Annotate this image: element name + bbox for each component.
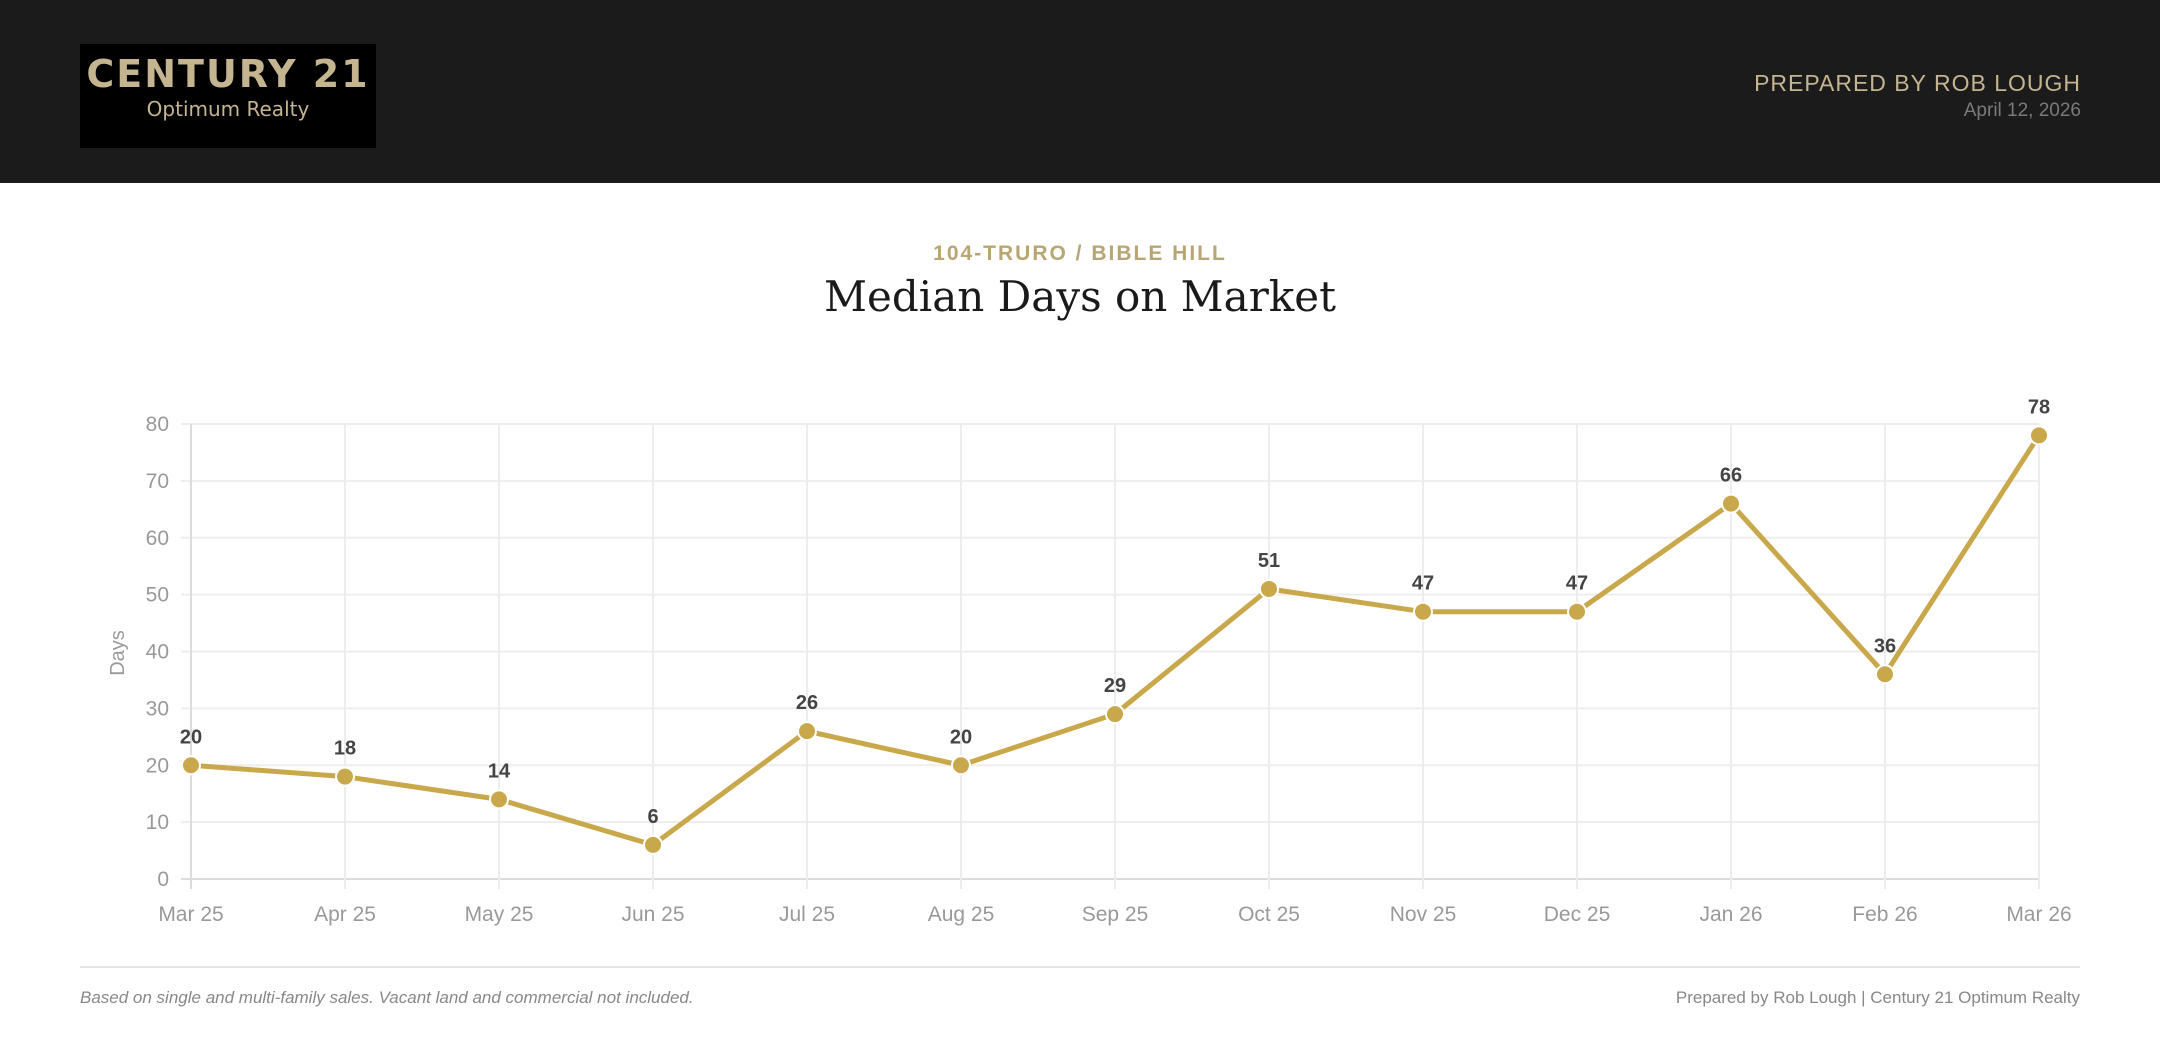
x-tick-label: Jun 25: [621, 903, 684, 926]
prepared-by: PREPARED BY ROB LOUGH: [1754, 70, 2081, 96]
footer-divider: [80, 966, 2080, 968]
x-tick-label: Nov 25: [1390, 903, 1457, 926]
y-tick-label: 0: [157, 868, 169, 891]
data-point: [797, 721, 817, 742]
data-point: [2029, 425, 2049, 446]
data-point: [1413, 601, 1433, 622]
data-point: [489, 789, 509, 810]
x-tick-label: Feb 26: [1852, 903, 1917, 926]
data-label: 36: [1874, 635, 1896, 657]
x-tick-label: Mar 26: [2006, 903, 2071, 926]
y-tick-label: 70: [146, 470, 169, 493]
data-point: [335, 766, 355, 787]
logo-subtitle: Optimum Realty: [146, 97, 310, 121]
data-point: [951, 755, 971, 776]
x-tick-label: Apr 25: [314, 903, 376, 926]
data-label: 6: [647, 806, 658, 828]
data-label: 26: [796, 692, 818, 714]
x-tick-label: Dec 25: [1544, 903, 1611, 926]
century21-logo: CENTURY 21 Optimum Realty: [80, 44, 376, 148]
data-label: 14: [488, 760, 511, 782]
footer-note: Based on single and multi-family sales. …: [80, 988, 694, 1007]
data-label: 78: [2028, 396, 2050, 418]
x-tick-label: Jan 26: [1699, 903, 1762, 926]
x-tick-label: Aug 25: [928, 903, 995, 926]
data-label: 51: [1258, 550, 1280, 572]
y-tick-label: 20: [146, 754, 169, 777]
data-label: 20: [950, 726, 972, 748]
line-chart: 0 10 20 30 40 50 60 70 80 Mar 25 Apr 25 May 25 Jun 2…: [107, 396, 2072, 926]
data-point: [1105, 704, 1125, 725]
footer-credit: Prepared by Rob Lough | Century 21 Optim…: [1675, 988, 2080, 1007]
report-date: April 12, 2026: [1963, 100, 2081, 121]
x-tick-label: Jul 25: [779, 903, 835, 926]
x-tick-label: Oct 25: [1238, 903, 1300, 926]
header-bar: CENTURY 21 Optimum Realty PREPARED BY RO…: [0, 0, 2160, 183]
y-tick-label: 30: [146, 697, 169, 720]
y-tick-label: 40: [146, 641, 169, 664]
data-point: [1259, 578, 1279, 599]
data-point: [643, 834, 663, 855]
x-tick-label: Mar 25: [158, 903, 223, 926]
data-label: 18: [334, 738, 356, 760]
data-label: 47: [1566, 573, 1588, 595]
chart-title: Median Days on Market: [824, 272, 1336, 321]
data-label: 20: [180, 726, 202, 748]
x-tick-label: May 25: [465, 903, 534, 926]
data-point: [1721, 493, 1741, 514]
data-point: [181, 755, 201, 776]
data-point: [1567, 601, 1587, 622]
data-point: [1875, 664, 1895, 685]
y-axis-label: Days: [107, 630, 129, 676]
data-label: 47: [1412, 573, 1434, 595]
y-tick-label: 80: [146, 413, 169, 436]
data-label: 29: [1104, 675, 1126, 697]
y-tick-label: 10: [146, 811, 169, 834]
y-tick-label: 50: [146, 584, 169, 607]
logo-wordmark: CENTURY 21: [86, 52, 370, 96]
x-tick-label: Sep 25: [1082, 903, 1149, 926]
y-tick-label: 60: [146, 527, 169, 550]
area-subtitle: 104-TRURO / BIBLE HILL: [933, 242, 1227, 265]
data-label: 66: [1720, 465, 1742, 487]
